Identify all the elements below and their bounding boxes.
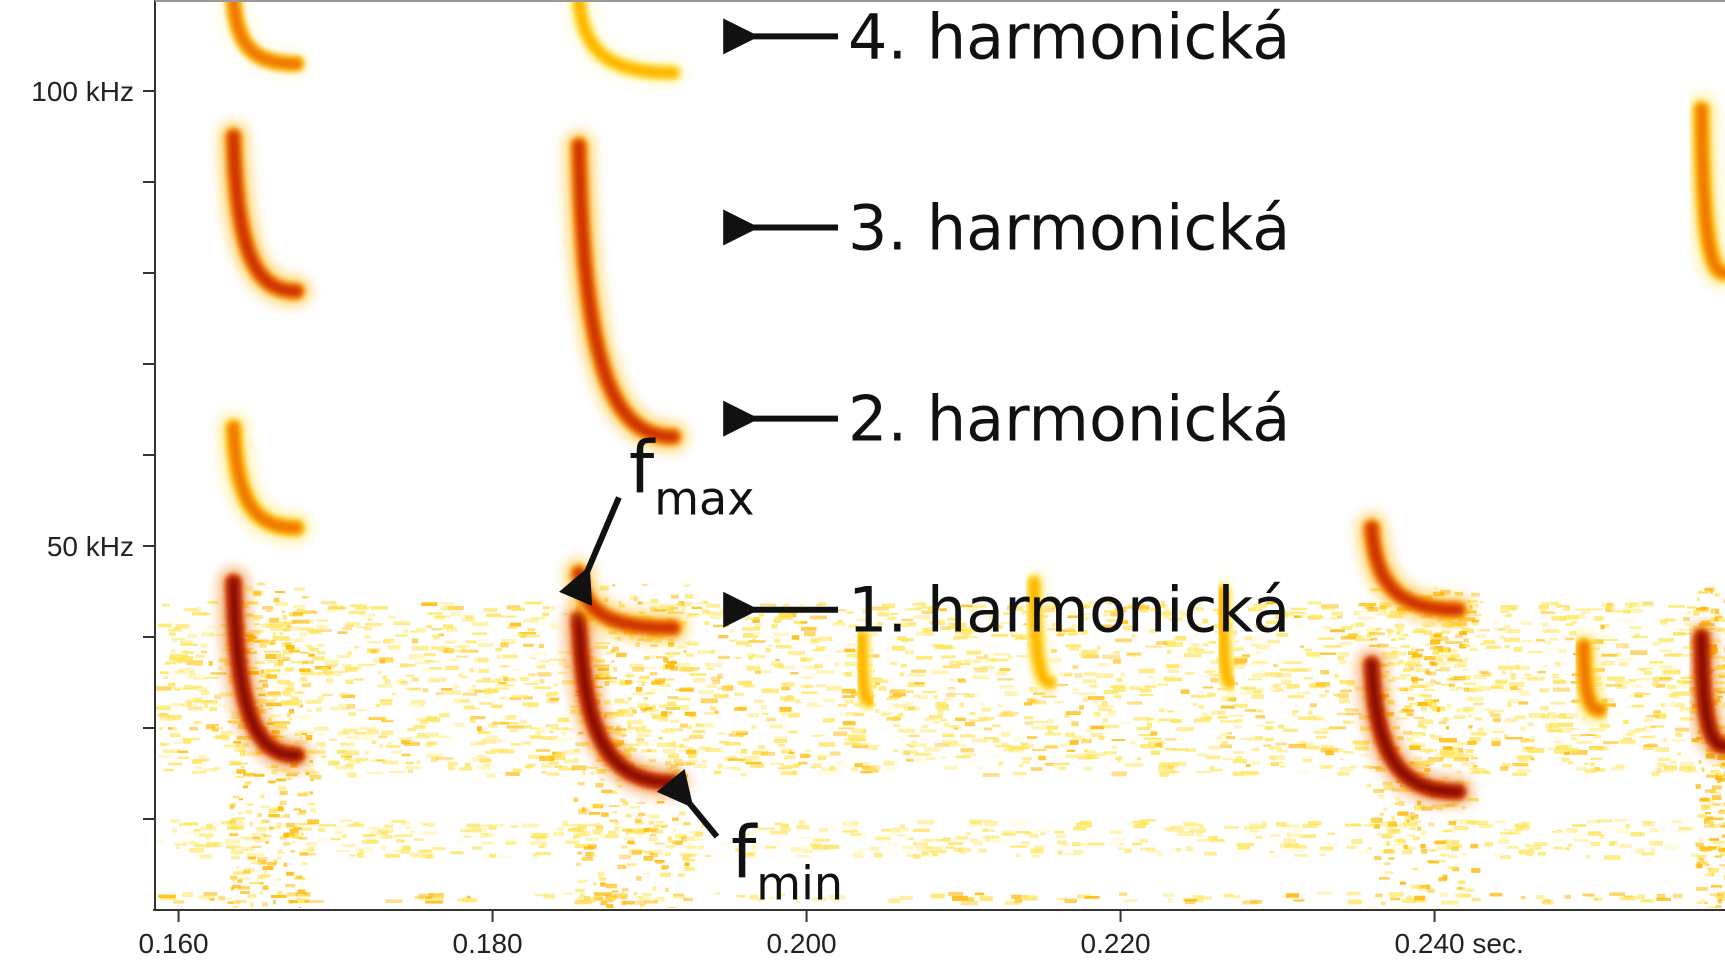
harmonic-1-sweep — [1584, 646, 1600, 710]
x-axis-ticks: 0.160 0.180 0.200 0.220 0.240 sec. — [139, 910, 1524, 959]
x-tick-label: 0.200 — [767, 928, 837, 959]
harmonic-label-h3: 3. harmonická — [848, 192, 1290, 265]
y-tick-label: 100 kHz — [31, 76, 134, 107]
harmonic-label-h1: 1. harmonická — [848, 574, 1290, 647]
y-axis-ticks: 50 kHz 100 kHz — [31, 76, 155, 819]
x-tick-label: 0.160 — [139, 928, 209, 959]
y-tick-label: 50 kHz — [47, 531, 134, 562]
x-tick-label: 0.220 — [1081, 928, 1151, 959]
x-tick-label: 0.240 sec. — [1395, 928, 1524, 959]
harmonic-label-h4: 4. harmonická — [848, 0, 1290, 73]
call-7 — [1584, 646, 1600, 710]
harmonic-label-h2: 2. harmonická — [848, 383, 1290, 456]
x-tick-label: 0.180 — [453, 928, 523, 959]
